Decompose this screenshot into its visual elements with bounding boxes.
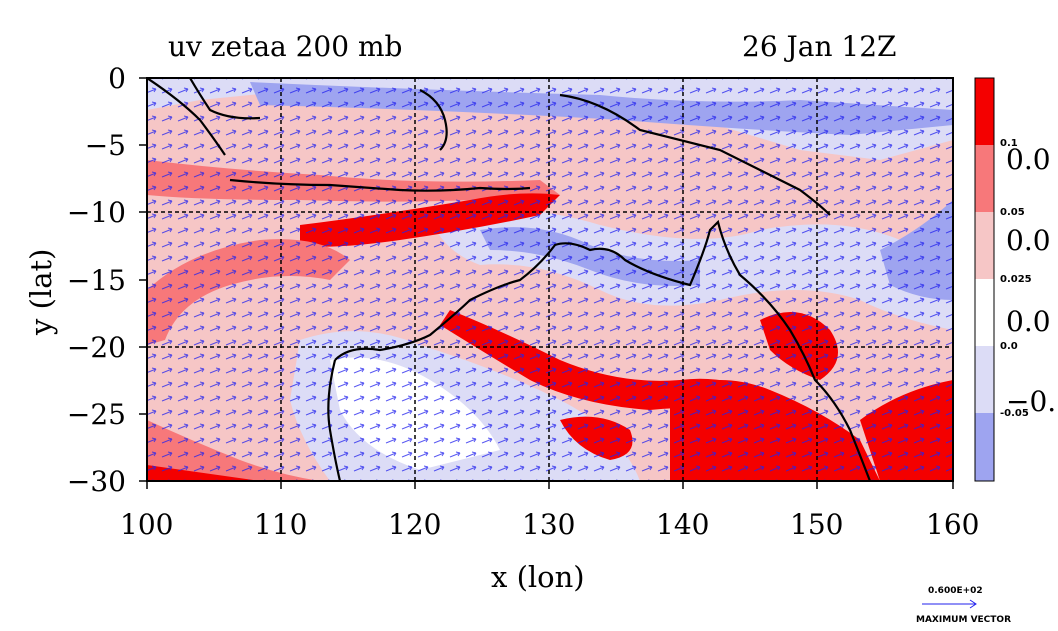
map-field: [147, 78, 953, 481]
axis-ticks: [139, 77, 954, 489]
x-tick-140: 140: [656, 508, 710, 541]
colorbar-seg-negative: [975, 413, 994, 481]
vector-legend-caption: MAXIMUM VECTOR: [916, 615, 1012, 625]
colorbar-label-neg0.05: -0.05: [1000, 408, 1029, 419]
plot-timestamp: 26 Jan 12Z: [742, 30, 897, 63]
colorbar-seg-neutral: [975, 279, 994, 346]
graticule: [147, 78, 953, 481]
coastlines: [147, 78, 872, 481]
x-tick-150: 150: [790, 508, 844, 541]
colorbar-big-label-3: 0.0: [1006, 305, 1051, 338]
y-tick-20: −20: [66, 331, 126, 364]
y-tick-0: 0: [108, 62, 126, 95]
australia-coast: [334, 219, 872, 481]
colorbar-frame: [974, 77, 995, 482]
x-tick-110: 110: [254, 508, 308, 541]
vector-legend-arrow: [922, 599, 977, 609]
colorbar-label-0.0: 0.0: [1000, 341, 1018, 352]
colorbar-label-0.025: 0.025: [1000, 274, 1032, 285]
x-tick-160: 160: [926, 508, 980, 541]
x-axis-label: x (lon): [491, 560, 585, 594]
wind-vectors: [147, 78, 953, 481]
colorbar-big-label-4: −0.: [1006, 385, 1057, 418]
java-nusa-coast: [229, 178, 531, 192]
colorbar-seg-weak-negative: [975, 346, 994, 413]
x-tick-100: 100: [120, 508, 174, 541]
y-axis-label: y (lat): [24, 248, 58, 335]
x-tick-120: 120: [388, 508, 442, 541]
vector-legend-value: 0.600E+02: [928, 586, 983, 596]
new-guinea-coast: [559, 93, 831, 216]
x-tick-130: 130: [522, 508, 576, 541]
y-tick-10: −10: [66, 196, 126, 229]
colorbar-seg-positive: [975, 145, 994, 212]
y-tick-25: −25: [66, 398, 126, 431]
y-tick-5: −5: [84, 129, 126, 162]
colorbar-big-label-2: 0.0: [1006, 224, 1051, 257]
colorbar-seg-strong-positive: [975, 78, 994, 145]
colorbar-label-0.05: 0.05: [1000, 207, 1025, 218]
malay-coast: [189, 78, 261, 120]
sumatra-coast: [147, 78, 226, 156]
borneo-sulawesi-coast: [419, 89, 448, 151]
australia-west-coast: [327, 359, 342, 481]
colorbar-label-0.1: 0.1: [1000, 138, 1018, 149]
plot-title: uv zetaa 200 mb: [168, 30, 403, 63]
colorbar-seg-weak-positive: [975, 212, 994, 279]
colorbar-big-label-1: 0.0: [1006, 143, 1051, 176]
colorbar: [974, 77, 995, 482]
y-tick-15: −15: [66, 264, 126, 297]
y-tick-30: −30: [66, 465, 126, 498]
